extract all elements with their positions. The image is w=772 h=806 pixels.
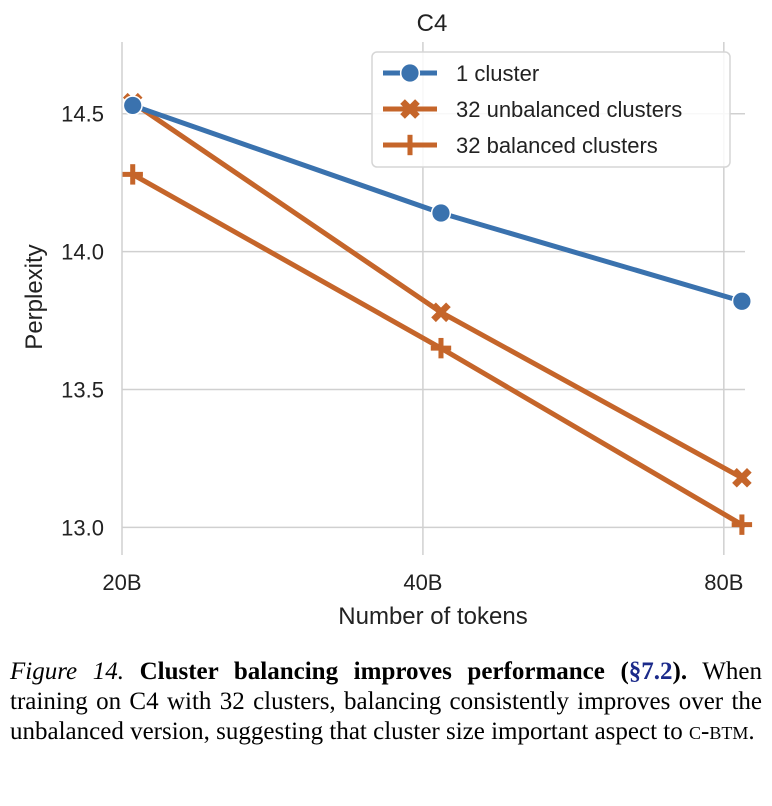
y-tick-label: 13.0 (61, 515, 104, 540)
caption-body-end: . (748, 718, 755, 745)
caption-method-name: c-btm (688, 718, 749, 745)
heading-start: Cluster balancing improves performance ( (139, 658, 629, 685)
y-tick-label: 13.5 (61, 378, 104, 403)
y-tick-labels: 13.0 13.5 14.0 14.5 (61, 102, 104, 541)
line-chart: 20B 40B 80B 13.0 13.5 14.0 14.5 C4 Number of … (21, 10, 753, 630)
legend-box (371, 51, 731, 168)
circle-marker (430, 202, 452, 224)
x-tick-label: 40B (403, 570, 442, 595)
x-tick-labels: 20B 40B 80B (102, 570, 743, 595)
x-tick-label: 20B (102, 570, 141, 595)
x-marker (431, 302, 451, 323)
x-axis-title: Number of tokens (338, 603, 527, 630)
series-markers (122, 92, 753, 535)
legend-circle-marker (399, 62, 421, 84)
section-link[interactable]: §7.2 (628, 658, 673, 685)
chart-title: C4 (417, 10, 448, 37)
legend-plus-marker (399, 134, 421, 156)
legend: 1 cluster 32 unbalanced clusters 32 balanc… (371, 51, 731, 168)
legend-label: 1 cluster (456, 61, 539, 86)
circle-marker (122, 95, 143, 116)
legend-label: 32 balanced clusters (456, 133, 658, 158)
plus-marker (731, 514, 753, 535)
legend-label: 32 unbalanced clusters (456, 97, 682, 122)
plus-marker (430, 337, 452, 359)
figure-caption: Figure 14. Cluster balancing improves pe… (10, 657, 762, 747)
y-axis-title: Perplexity (21, 244, 48, 349)
figure-label: Figure 14. (10, 658, 124, 685)
x-tick-label: 80B (704, 570, 743, 595)
circle-marker (731, 291, 752, 312)
y-tick-label: 14.0 (61, 240, 104, 265)
plus-marker (122, 164, 143, 185)
x-marker (732, 468, 752, 488)
legend-x-marker (400, 99, 420, 119)
figure-heading: Cluster balancing improves performance (… (140, 658, 688, 685)
heading-end: ). (672, 658, 688, 685)
y-tick-label: 14.5 (61, 102, 104, 127)
caption-body: When training on C4 with 32 clusters, ba… (10, 658, 762, 745)
